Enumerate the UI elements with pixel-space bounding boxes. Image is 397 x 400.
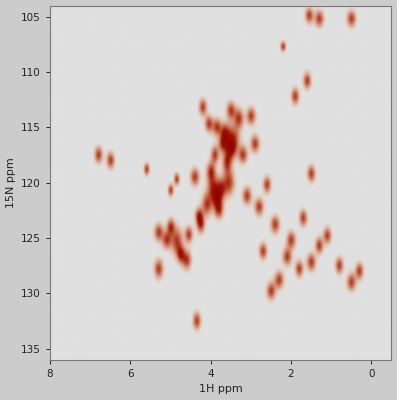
- Y-axis label: 15N ppm: 15N ppm: [6, 157, 15, 208]
- X-axis label: 1H ppm: 1H ppm: [199, 384, 243, 394]
